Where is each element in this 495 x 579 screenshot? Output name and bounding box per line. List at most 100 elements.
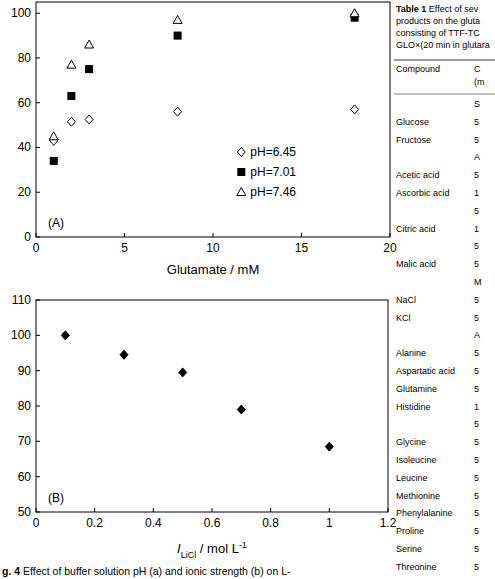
- point: [86, 66, 93, 73]
- table-cell: 5: [474, 241, 479, 251]
- table-cell: Isoleucine: [396, 455, 437, 465]
- table-cell: Serine: [396, 544, 422, 554]
- y-tick-label: 40: [18, 140, 32, 154]
- table-cell: 1: [474, 188, 479, 198]
- table-cell: 5: [474, 206, 479, 216]
- caption: g. 4 Effect of buffer solution pH (a) an…: [2, 565, 291, 577]
- y-tick: [36, 13, 40, 14]
- table-section: S: [474, 99, 480, 109]
- x-tick: [36, 233, 37, 237]
- y-tick: [36, 335, 40, 336]
- x-tick: [124, 233, 125, 237]
- x-tick: [153, 508, 154, 512]
- table-cell: 5: [474, 455, 479, 465]
- x-tick-label: 0: [33, 516, 40, 530]
- x-tick-label: 15: [295, 241, 309, 255]
- table-cell: Glutamine: [396, 384, 437, 394]
- table-cell: 5: [474, 170, 479, 180]
- x-tick: [390, 233, 391, 237]
- table-title: Table 1 Effect of sev: [396, 4, 479, 14]
- table-label: Table 1: [396, 4, 426, 14]
- table-cell: Fructose: [396, 135, 431, 145]
- y-tick-label: 100: [11, 328, 31, 342]
- point: [67, 117, 75, 126]
- point: [68, 93, 75, 100]
- table-cell: NaCl: [396, 295, 416, 305]
- legend-swatch: [237, 148, 245, 157]
- y-tick-label: 50: [18, 505, 32, 519]
- table-cell: Alanine: [396, 348, 426, 358]
- table-cell: KCl: [396, 313, 411, 323]
- x-axis-label-part: LiCl: [181, 550, 197, 560]
- table-title-text: Effect of sev: [426, 4, 478, 14]
- table-cell: 5: [474, 562, 479, 572]
- table-cell: Threonine: [396, 562, 437, 572]
- table-cell: Ascorbic acid: [396, 188, 450, 198]
- panel-label: (A): [48, 216, 64, 230]
- legend-label: pH=7.01: [250, 165, 296, 179]
- x-tick: [94, 508, 95, 512]
- x-tick: [301, 233, 302, 237]
- table-cell: Aspartatic acid: [396, 366, 455, 376]
- point: [351, 105, 359, 114]
- y-tick: [36, 512, 40, 513]
- x-axis-label-part: -1: [239, 540, 247, 550]
- table-title: products on the gluta: [396, 16, 480, 26]
- x-axis-label-part: / mol L: [196, 541, 239, 556]
- y-tick-label: 70: [18, 434, 32, 448]
- table-cell: Acetic acid: [396, 170, 440, 180]
- x-tick-label: 1: [326, 516, 333, 530]
- plot-frame: [36, 300, 388, 512]
- table-cell: Methionine: [396, 491, 440, 501]
- plot-frame: [36, 2, 390, 237]
- table-cell: Malic acid: [396, 259, 436, 269]
- chart: 506070809010011000.20.40.60.811.2ILiCl /…: [11, 293, 397, 560]
- table-rule: [394, 94, 495, 95]
- x-tick-label: 0: [33, 241, 40, 255]
- y-tick: [36, 476, 40, 477]
- y-tick: [36, 300, 40, 301]
- point: [50, 157, 57, 164]
- table-header: C: [474, 64, 481, 74]
- table-cell: 5: [474, 135, 479, 145]
- point: [61, 331, 69, 340]
- table-cell: Glycine: [396, 437, 426, 447]
- legend-swatch: [237, 188, 246, 196]
- x-tick-label: 20: [383, 241, 397, 255]
- table-section: M: [474, 277, 482, 287]
- table-cell: 5: [474, 473, 479, 483]
- table-header: (m: [474, 77, 485, 87]
- table-cell: 5: [474, 491, 479, 501]
- legend-label: pH=7.46: [250, 185, 296, 199]
- table-cell: 5: [474, 313, 479, 323]
- table-cell: 5: [474, 259, 479, 269]
- panel-label: (B): [48, 491, 64, 505]
- legend: pH=6.45pH=7.01pH=7.46: [237, 145, 297, 199]
- table-cell: 5: [474, 117, 479, 127]
- point: [174, 107, 182, 116]
- y-tick: [36, 441, 40, 442]
- y-tick-label: 100: [11, 6, 31, 20]
- x-tick: [212, 508, 213, 512]
- x-tick-label: 0.2: [86, 516, 103, 530]
- y-tick-label: 20: [18, 185, 32, 199]
- y-tick-label: 0: [24, 230, 31, 244]
- point: [85, 40, 94, 48]
- x-tick: [36, 508, 37, 512]
- caption-label: g. 4: [2, 565, 20, 577]
- x-tick-label: 1.2: [380, 516, 397, 530]
- y-tick-label: 60: [18, 470, 32, 484]
- marks: [49, 9, 359, 165]
- x-tick-label: 0.8: [262, 516, 279, 530]
- x-tick-label: 0.6: [204, 516, 221, 530]
- point: [174, 32, 181, 39]
- table-cell: 5: [474, 384, 479, 394]
- point: [173, 15, 182, 23]
- table-rule: [394, 60, 495, 61]
- x-tick: [388, 508, 389, 512]
- y-tick: [36, 237, 40, 238]
- y-tick: [36, 147, 40, 148]
- point: [350, 9, 359, 17]
- table-cell: Citric acid: [396, 224, 436, 234]
- x-axis-label: Glutamate / mM: [167, 262, 259, 277]
